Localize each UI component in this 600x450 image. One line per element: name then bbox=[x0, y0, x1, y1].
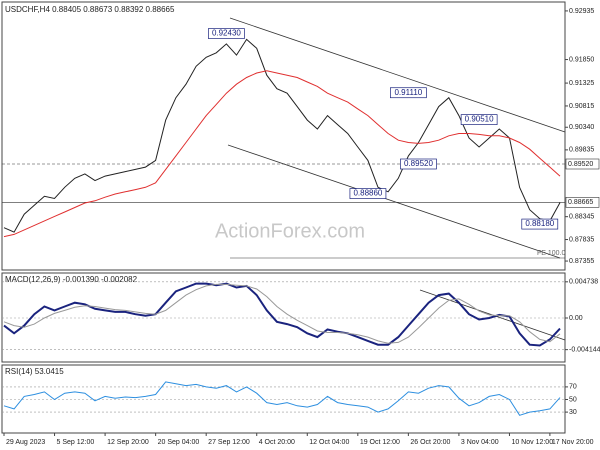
y-tick-label: 0.00 bbox=[569, 315, 583, 322]
price-label: 0.88860 bbox=[353, 189, 382, 198]
macd-title: MACD(12,26,9) -0.001390 -0.002082 bbox=[5, 275, 138, 284]
channel-upper bbox=[229, 17, 566, 133]
x-tick-label: 10 Nov 12:00 bbox=[511, 439, 553, 446]
y-tick-label: 50 bbox=[569, 396, 577, 403]
price-title: USDCHF,H4 0.88405 0.88673 0.88392 0.8866… bbox=[5, 5, 175, 14]
price-panel bbox=[1, 1, 566, 271]
x-tick-label: 29 Aug 2023 bbox=[6, 439, 45, 446]
price-label: 0.92430 bbox=[212, 29, 241, 38]
price-label-box bbox=[400, 158, 437, 170]
price-label: 0.90510 bbox=[465, 115, 494, 124]
x-tick-label: 17 Nov 20:00 bbox=[552, 439, 594, 446]
y-tick-label: 30 bbox=[569, 409, 577, 416]
x-tick-label: 5 Sep 12:00 bbox=[57, 439, 95, 446]
fe-label: FE 100.0 bbox=[537, 250, 566, 257]
price-label-box bbox=[208, 28, 245, 39]
series-line bbox=[3, 38, 561, 233]
x-tick-label: 27 Sep 12:00 bbox=[208, 439, 250, 446]
rsi-title: RSI(14) 53.0415 bbox=[5, 367, 64, 376]
x-tick-label: 3 Nov 04:00 bbox=[461, 439, 499, 446]
x-tick-label: 12 Sep 20:00 bbox=[107, 439, 149, 446]
y-tick-label: 0.004738 bbox=[569, 279, 598, 286]
price-label: 0.91110 bbox=[394, 88, 422, 97]
y-tick-label: 0.91850 bbox=[569, 56, 594, 63]
y-tick-label: -0.004144 bbox=[569, 346, 600, 353]
y-tick-label: 70 bbox=[569, 384, 577, 391]
x-tick-label: 20 Sep 04:00 bbox=[158, 439, 200, 446]
x-tick-label: 4 Oct 20:00 bbox=[259, 439, 295, 446]
y-tick-label: 0.91325 bbox=[569, 80, 594, 87]
y-tick-label: 0.88345 bbox=[569, 214, 594, 221]
series-line bbox=[3, 381, 561, 416]
price-label-box bbox=[390, 87, 427, 99]
series-line bbox=[3, 283, 561, 344]
y-tick-label: 0.92935 bbox=[569, 8, 594, 15]
price-label-box bbox=[521, 218, 559, 230]
y-tick-label: 0.87835 bbox=[569, 236, 594, 243]
y-tick-label: 0.89835 bbox=[569, 147, 594, 154]
series-line bbox=[3, 70, 561, 238]
x-tick-label: 26 Oct 20:00 bbox=[410, 439, 450, 446]
x-tick-label: 12 Oct 04:00 bbox=[309, 439, 349, 446]
level-label: 0.88665 bbox=[568, 199, 593, 206]
level-box bbox=[565, 158, 600, 170]
series-line bbox=[3, 282, 561, 347]
price-label: 0.89520 bbox=[404, 159, 433, 168]
y-tick-label: 0.87355 bbox=[569, 258, 594, 265]
price-label-box bbox=[349, 188, 387, 199]
price-label-box bbox=[460, 114, 498, 125]
x-tick-label: 19 Oct 12:00 bbox=[360, 439, 400, 446]
level-box bbox=[565, 197, 600, 208]
price-label: 0.88180 bbox=[525, 219, 554, 228]
level-label: 0.89520 bbox=[568, 161, 593, 168]
watermark: ActionForex.com bbox=[215, 220, 365, 242]
y-tick-label: 0.90340 bbox=[569, 124, 594, 131]
y-tick-label: 0.90815 bbox=[569, 103, 594, 110]
